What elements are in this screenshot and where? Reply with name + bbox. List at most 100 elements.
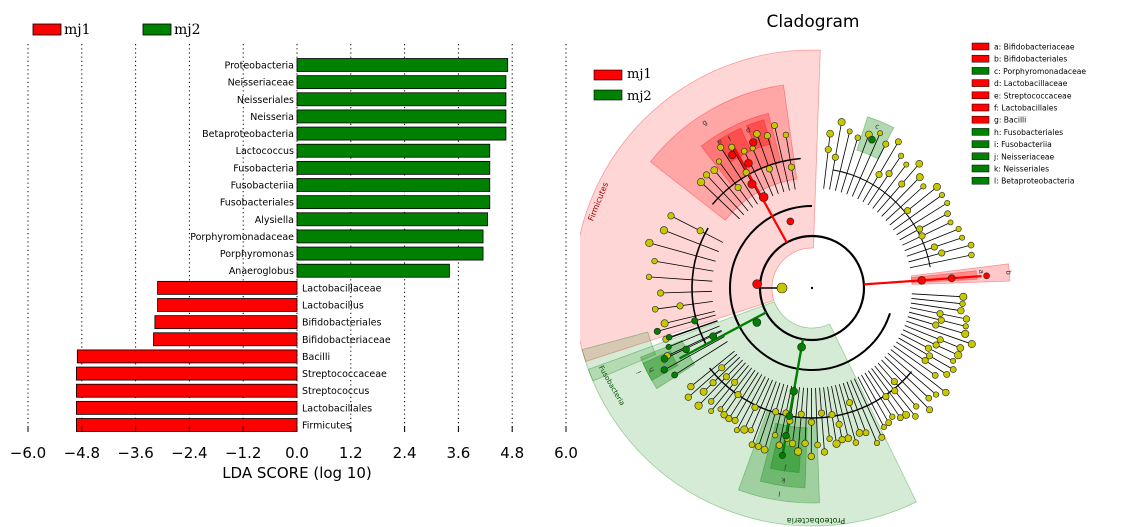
clado-key-label: l: Betaproteobacteria	[994, 177, 1075, 186]
tree-node	[801, 439, 809, 447]
tree-branch	[713, 169, 749, 212]
tree-arc	[691, 227, 709, 345]
tree-branch	[663, 229, 719, 253]
tree-node	[837, 118, 846, 127]
tree-node	[807, 418, 815, 426]
tree-branch	[774, 125, 790, 191]
tree-node	[667, 212, 675, 220]
tree-node	[950, 357, 957, 364]
tree-branch	[720, 367, 753, 410]
tree-node	[885, 170, 893, 178]
clado-key-label: b: Bifidobacteriales	[994, 55, 1067, 64]
lda-bar-label: Anaeroglobus	[229, 266, 294, 277]
tree-node	[913, 403, 920, 410]
lda-bar	[76, 366, 298, 381]
tree-branch	[884, 356, 930, 399]
lda-tick-label: 4.8	[500, 444, 524, 462]
tree-branch	[665, 320, 718, 340]
lda-bar	[296, 178, 491, 192]
clado-legend-label-mj1: mj1	[627, 67, 652, 82]
tree-branch	[902, 329, 959, 356]
tree-node	[915, 159, 923, 168]
clado-key-label: j: Neisseriaceae	[993, 152, 1055, 161]
lda-bar	[296, 126, 507, 141]
lda-bar	[76, 400, 298, 415]
tree-branch	[861, 374, 890, 423]
tree-branch	[910, 302, 961, 312]
tree-node	[718, 364, 726, 372]
tree-node	[957, 307, 965, 315]
lda-bar	[296, 246, 484, 261]
tree-node	[709, 332, 718, 341]
lda-bar	[76, 349, 298, 364]
tree-branch	[893, 194, 943, 231]
tree-node	[788, 439, 797, 448]
tree-node	[749, 138, 758, 147]
clado-key-label: a: Bifidobacteriaceae	[994, 43, 1075, 52]
lda-bar-label: Proteobacteria	[225, 61, 294, 72]
tree-node	[961, 329, 970, 338]
lda-legend: mj1 mj2	[32, 22, 201, 38]
tree-branch	[710, 362, 746, 402]
tree-branch	[857, 143, 887, 200]
tree-node	[725, 415, 733, 423]
tree-node	[660, 355, 669, 363]
tree-branch	[668, 325, 720, 348]
cladogram-legend: mj1 mj2	[593, 67, 652, 104]
clado-key-swatch	[971, 103, 990, 112]
tree-branch	[885, 186, 924, 221]
legend-label-mj1: mj1	[64, 22, 91, 38]
tree-node	[720, 411, 728, 419]
clado-key-swatch	[971, 140, 990, 148]
tree-node	[691, 317, 699, 325]
tree-node	[814, 441, 821, 449]
tree-branch	[838, 384, 857, 443]
tree-node	[846, 128, 853, 135]
clade-letter: g	[701, 118, 709, 127]
clade-letter: k	[780, 475, 786, 484]
tree-node	[954, 351, 963, 360]
tree-node	[785, 412, 794, 420]
tree-branch	[881, 359, 930, 410]
tree-branch	[718, 161, 754, 208]
lda-bar	[296, 143, 491, 158]
tree-node	[765, 165, 773, 173]
tree-node	[742, 168, 750, 176]
tree-branch	[690, 350, 735, 387]
lda-bar-label: Lactobacillus	[302, 301, 364, 312]
cladogram-key: a: Bifidobacteriaceae b: Bifidobacteriale…	[971, 43, 1086, 186]
tree-node	[844, 434, 853, 443]
tree-node	[744, 158, 753, 168]
tree-node	[728, 151, 737, 160]
tree-node	[936, 336, 944, 344]
tree-branch	[872, 164, 907, 209]
tree-node	[782, 432, 790, 440]
tree-branch	[899, 213, 948, 241]
legend-swatch-mj1	[32, 23, 62, 36]
tree-node	[665, 343, 672, 350]
tree-node	[932, 391, 940, 398]
lda-tick-label: 2.4	[393, 444, 417, 462]
clade-letter: a	[977, 269, 985, 274]
tree-node	[776, 282, 788, 294]
tree-node	[722, 373, 730, 381]
lda-tick-label: −6.0	[10, 444, 46, 462]
clade-letter: c	[874, 122, 881, 131]
tree-node	[959, 300, 966, 307]
lda-bar-label: Lactobacillaceae	[302, 283, 382, 294]
tree-node	[747, 427, 754, 434]
lda-bar-label: Lactobacillales	[302, 403, 372, 414]
tree-node	[959, 292, 968, 301]
tree-branch	[751, 381, 777, 445]
tree-node	[778, 451, 786, 459]
lda-bar	[296, 75, 507, 90]
clado-key-swatch	[971, 79, 990, 87]
tree-branch	[898, 337, 954, 370]
tree-branch	[664, 310, 715, 324]
tree-branch	[846, 381, 867, 433]
tree-node	[645, 273, 653, 280]
tree-node	[696, 177, 706, 187]
tree-node	[751, 403, 759, 411]
tree-node	[794, 447, 803, 456]
tree-node	[731, 416, 739, 424]
